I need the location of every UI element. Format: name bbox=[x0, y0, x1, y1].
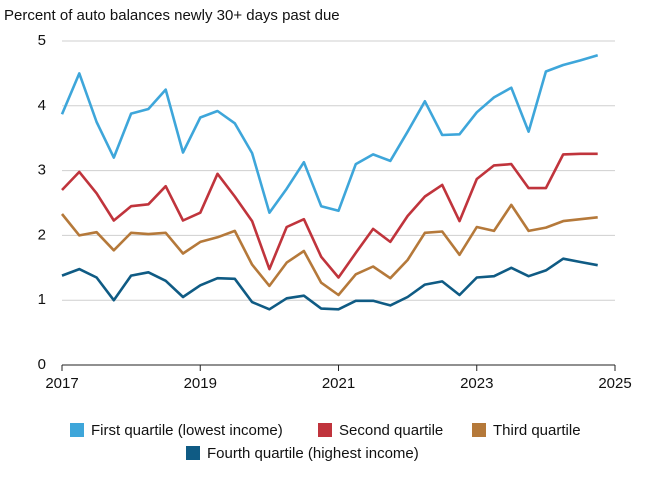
y-tick-label: 4 bbox=[38, 97, 46, 114]
legend-label: Fourth quartile (highest income) bbox=[207, 445, 419, 462]
x-tick-label: 2019 bbox=[184, 375, 217, 392]
legend-swatch bbox=[186, 446, 200, 460]
legend-label: Third quartile bbox=[493, 422, 581, 439]
x-tick-label: 2025 bbox=[598, 375, 631, 392]
x-tick-label: 2017 bbox=[45, 375, 78, 392]
legend-label: First quartile (lowest income) bbox=[91, 422, 283, 439]
x-tick-label: 2021 bbox=[322, 375, 355, 392]
y-tick-label: 5 bbox=[38, 32, 46, 49]
series-line bbox=[60, 203, 598, 297]
y-tick-label: 1 bbox=[38, 291, 46, 308]
x-tick-label: 2023 bbox=[460, 375, 493, 392]
y-tick-label: 0 bbox=[38, 356, 46, 373]
legend-label: Second quartile bbox=[339, 422, 443, 439]
series-line bbox=[60, 54, 599, 214]
y-tick-label: 2 bbox=[38, 226, 46, 243]
y-tick-label: 3 bbox=[38, 162, 46, 179]
series-line bbox=[61, 152, 598, 279]
legend-swatch bbox=[318, 423, 332, 437]
series-line bbox=[61, 257, 598, 311]
legend-swatch bbox=[70, 423, 84, 437]
legend-swatch bbox=[472, 423, 486, 437]
chart-title: Percent of auto balances newly 30+ days … bbox=[4, 7, 340, 24]
